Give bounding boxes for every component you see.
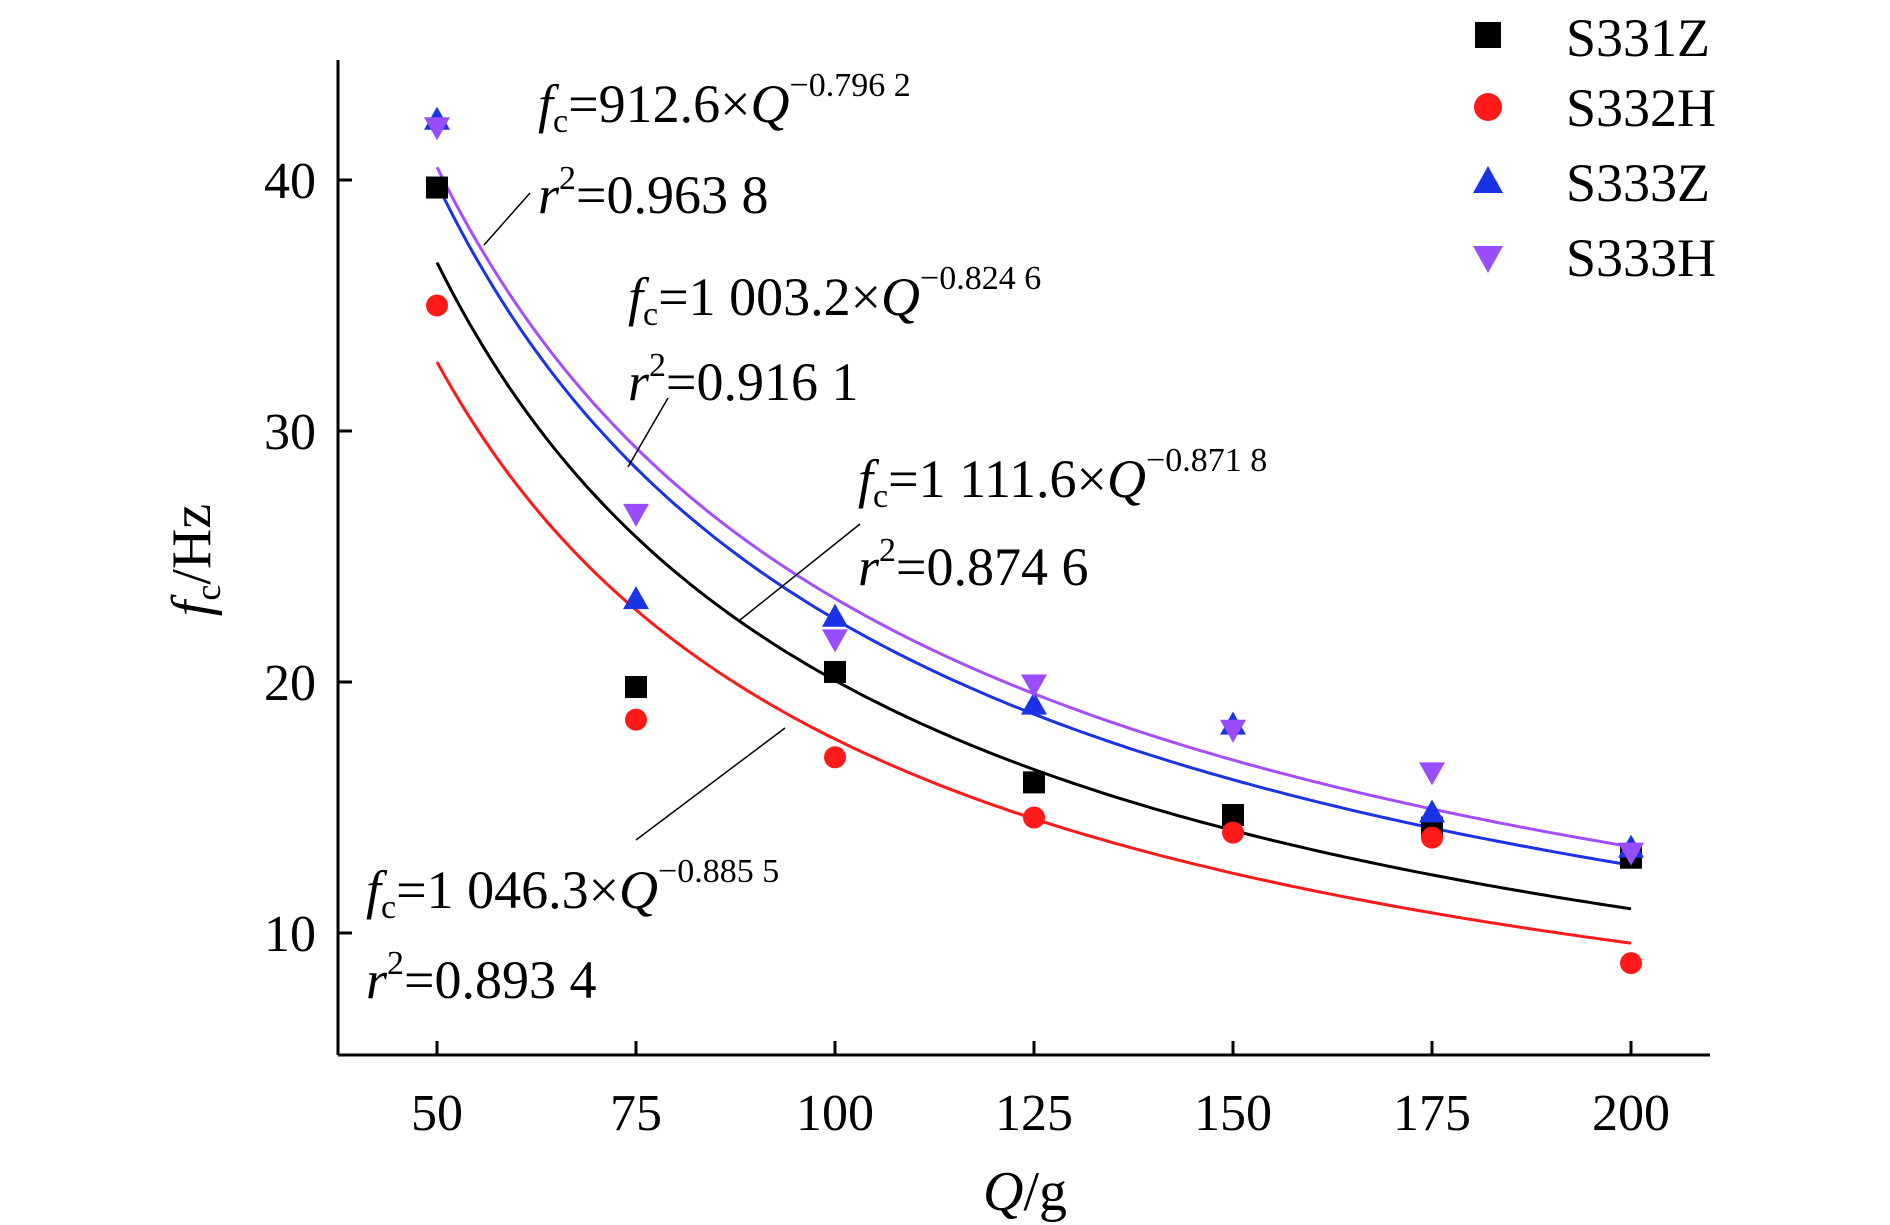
legend-item-s333z: S333Z [1473, 153, 1710, 213]
equation-s333h: fc=912.6×Q−0.796 2 [538, 67, 911, 140]
annotation-leaders [483, 192, 861, 841]
legend-item-s333h: S333H [1473, 228, 1716, 288]
point-s333z-125 [1021, 691, 1047, 715]
x-tick-label-75: 75 [610, 1085, 662, 1142]
point-s332h-175 [1421, 826, 1443, 849]
legend-label-s332h: S332H [1566, 78, 1716, 138]
legend-item-s331z: S331Z [1475, 8, 1710, 68]
point-s333z-175 [1419, 799, 1445, 823]
x-tick-label-150: 150 [1194, 1085, 1272, 1142]
legend-marker-circle [1474, 93, 1502, 121]
r2-s332h: r2=0.893 4 [366, 945, 596, 1010]
point-s333z-100 [822, 603, 848, 627]
annotation-s331z: fc=1 111.6×Q−0.871 8 r2=0.874 6 [858, 442, 1267, 597]
data-points [424, 106, 1644, 975]
point-s331z-150 [1222, 804, 1244, 827]
x-tick-label-125: 125 [995, 1085, 1073, 1142]
axes [336, 60, 1710, 1057]
point-s333h-100 [822, 629, 848, 653]
equation-s331z: fc=1 111.6×Q−0.871 8 [858, 442, 1267, 515]
point-s333h-175 [1419, 762, 1445, 786]
point-s331z-75 [625, 676, 647, 699]
legend: S331Z S332H S333Z S333H [1473, 8, 1716, 288]
point-s332h-50 [426, 294, 448, 317]
x-tick-label-200: 200 [1592, 1085, 1670, 1142]
legend-label-s333z: S333Z [1566, 153, 1710, 213]
legend-label-s331z: S331Z [1566, 8, 1710, 68]
legend-marker-triangle-down [1473, 246, 1503, 273]
annotation-s333h: fc=912.6×Q−0.796 2 r2=0.963 8 [538, 67, 911, 225]
point-s332h-125 [1023, 806, 1045, 829]
point-s333h-50 [424, 117, 450, 141]
leader-s332h [635, 727, 786, 841]
legend-label-s333h: S333H [1566, 228, 1716, 288]
x-tick-label-100: 100 [796, 1085, 874, 1142]
legend-item-s332h: S332H [1474, 78, 1716, 138]
r2-s333z: r2=0.916 1 [628, 347, 858, 412]
leader-s333z [627, 397, 669, 468]
y-tick-label-40: 40 [264, 153, 316, 210]
r2-s333h: r2=0.963 8 [538, 160, 768, 225]
y-axis-title: fc/Hz [161, 504, 228, 616]
point-s331z-100 [824, 660, 846, 683]
legend-marker-triangle-up [1473, 166, 1503, 193]
y-tick-label-30: 30 [264, 404, 316, 461]
point-s331z-125 [1023, 771, 1045, 794]
x-tick-label-50: 50 [411, 1085, 463, 1142]
leader-s331z [739, 523, 861, 621]
annotation-s333z: fc=1 003.2×Q−0.824 6 r2=0.916 1 [628, 260, 1041, 412]
point-s332h-200 [1620, 952, 1642, 975]
leader-s333h [483, 192, 531, 246]
ticks [338, 178, 1633, 1055]
legend-marker-square [1475, 22, 1501, 48]
point-s332h-75 [625, 708, 647, 731]
x-axis-title: Q/g [983, 1161, 1067, 1223]
equation-s333z: fc=1 003.2×Q−0.824 6 [628, 260, 1041, 333]
y-tick-label-20: 20 [264, 655, 316, 712]
tick-labels: 50 75 100 125 150 175 200 10 20 30 40 [264, 153, 1670, 1142]
equation-s332h: fc=1 046.3×Q−0.885 5 [366, 853, 779, 926]
point-s333z-75 [623, 586, 649, 610]
point-s331z-50 [426, 176, 448, 199]
point-s333h-75 [623, 503, 649, 527]
r2-s331z: r2=0.874 6 [858, 532, 1088, 597]
point-s333h-125 [1021, 674, 1047, 698]
x-tick-label-175: 175 [1393, 1085, 1471, 1142]
y-tick-label-10: 10 [264, 906, 316, 963]
point-s333h-200 [1618, 842, 1644, 866]
point-s332h-100 [824, 746, 846, 769]
point-s333h-150 [1220, 719, 1246, 743]
annotation-s332h: fc=1 046.3×Q−0.885 5 r2=0.893 4 [366, 853, 779, 1010]
fit-curve-s331z [435, 261, 1632, 911]
point-s332h-150 [1222, 821, 1244, 844]
